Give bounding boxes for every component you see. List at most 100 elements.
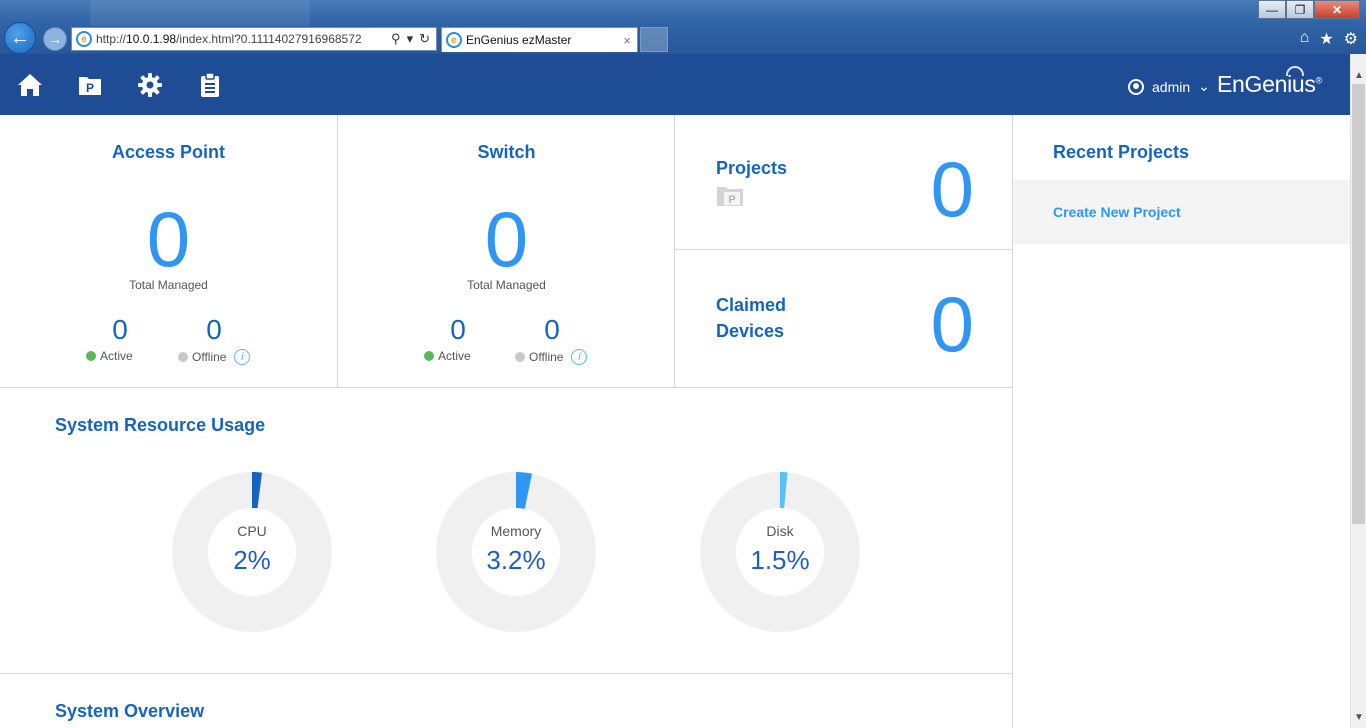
recent-projects-panel: Recent Projects Create New Project bbox=[1013, 115, 1350, 728]
tab-ie-icon: e bbox=[446, 32, 462, 48]
refresh-icon[interactable]: ↻ bbox=[419, 31, 430, 46]
app-header: P admin ⌄ EnGenius® bbox=[0, 54, 1350, 115]
projects-icon[interactable]: P bbox=[77, 72, 103, 98]
system-resource-title: System Resource Usage bbox=[55, 415, 266, 435]
switch-offline-legend: Offline i bbox=[515, 349, 588, 365]
memory-donut: Memory 3.2% bbox=[434, 470, 598, 634]
scroll-up-icon[interactable]: ▲ bbox=[1354, 70, 1364, 81]
browser-home-icon[interactable]: ⌂ bbox=[1299, 29, 1310, 46]
donut-fill bbox=[172, 472, 332, 632]
brand-mark: ® bbox=[1315, 75, 1323, 86]
disk-donut: Disk 1.5% bbox=[698, 470, 862, 634]
search-icon[interactable]: ⚲ bbox=[391, 31, 401, 46]
switch-title: Switch bbox=[477, 142, 536, 162]
access-point-active-legend: Active bbox=[86, 349, 133, 363]
claimed-title-line2: Devices bbox=[716, 321, 785, 341]
active-label: Active bbox=[100, 349, 133, 363]
active-dot-icon bbox=[86, 351, 96, 361]
claimed-devices-card[interactable]: Claimed Devices 0 bbox=[675, 250, 1012, 387]
browser-chrome: ← → e http://10.0.1.98/index.html?0.1111… bbox=[0, 0, 1366, 54]
divider bbox=[0, 387, 1012, 388]
memory-donut-chart bbox=[436, 472, 596, 632]
dropdown-icon[interactable]: ▾ bbox=[406, 31, 414, 46]
scroll-down-icon[interactable]: ▼ bbox=[1354, 712, 1364, 723]
disk-label: Disk bbox=[766, 523, 794, 539]
close-window-icon[interactable]: ✕ bbox=[1314, 0, 1360, 19]
info-icon[interactable]: i bbox=[234, 349, 251, 365]
offline-dot-icon bbox=[178, 352, 188, 362]
user-name: admin bbox=[1152, 78, 1191, 95]
divider bbox=[675, 249, 1012, 250]
switch-active-count: 0 bbox=[450, 314, 466, 345]
claimed-devices-count: 0 bbox=[930, 280, 974, 368]
user-menu[interactable]: admin ⌄ bbox=[1128, 78, 1210, 95]
access-point-card: Access Point 0 Total Managed 0 0 Active … bbox=[0, 115, 337, 387]
access-point-active-count: 0 bbox=[112, 314, 128, 345]
page-scrollbar[interactable]: ▲ ▼ bbox=[1350, 54, 1366, 728]
browser-tools: ⌂ ★ ⚙ bbox=[1300, 29, 1358, 49]
switch-total-label: Total Managed bbox=[467, 278, 546, 292]
minimize-icon[interactable]: — bbox=[1258, 0, 1286, 19]
back-icon[interactable]: ← bbox=[4, 22, 36, 54]
wifi-logo-icon bbox=[1286, 66, 1304, 76]
access-point-offline-legend: Offline i bbox=[178, 349, 251, 365]
donut-fill bbox=[436, 472, 596, 632]
switch-total: 0 bbox=[484, 195, 529, 283]
scrollbar-thumb[interactable] bbox=[1352, 84, 1365, 524]
user-icon bbox=[1128, 78, 1144, 95]
disk-value: 1.5% bbox=[750, 545, 810, 575]
divider bbox=[674, 115, 675, 387]
projects-folder-icon: P bbox=[716, 185, 744, 212]
switch-active-legend: Active bbox=[424, 349, 471, 363]
recent-projects-title: Recent Projects bbox=[1053, 142, 1190, 162]
offline-label: Offline bbox=[192, 350, 227, 364]
browser-gear-icon[interactable]: ⚙ bbox=[1343, 31, 1358, 48]
clipboard-icon[interactable] bbox=[197, 72, 223, 98]
donut-fill bbox=[700, 472, 860, 632]
star-icon[interactable]: ★ bbox=[1319, 31, 1334, 48]
url-host: 10.0.1.98 bbox=[126, 32, 177, 46]
claimed-title-line1: Claimed bbox=[716, 295, 787, 315]
home-icon[interactable] bbox=[17, 72, 43, 98]
tab-title: EnGenius ezMaster bbox=[466, 33, 572, 47]
maximize-icon[interactable]: ❐ bbox=[1286, 0, 1314, 19]
active-dot-icon bbox=[424, 351, 434, 361]
chrome-background bbox=[90, 0, 310, 26]
tab-close-icon[interactable]: × bbox=[623, 32, 631, 48]
new-tab-button[interactable] bbox=[640, 27, 668, 52]
browser-tab[interactable]: e EnGenius ezMaster × bbox=[441, 27, 638, 52]
url-prefix: http:// bbox=[96, 32, 127, 46]
cpu-value: 2% bbox=[233, 545, 271, 575]
svg-text:P: P bbox=[86, 81, 94, 95]
projects-folder-letter: P bbox=[728, 194, 735, 206]
divider bbox=[337, 115, 338, 387]
cpu-donut-chart bbox=[172, 472, 332, 632]
address-url[interactable]: http://10.0.1.98/index.html?0.1111402791… bbox=[96, 32, 386, 46]
create-new-project-link[interactable]: Create New Project bbox=[1013, 180, 1350, 244]
offline-label: Offline bbox=[529, 350, 564, 364]
access-point-total-label: Total Managed bbox=[129, 278, 208, 292]
memory-label: Memory bbox=[490, 523, 542, 539]
system-overview-title: System Overview bbox=[55, 701, 205, 721]
switch-offline-count: 0 bbox=[544, 314, 560, 345]
brand-name: EnGenius bbox=[1217, 71, 1316, 97]
offline-dot-icon bbox=[515, 352, 525, 362]
switch-card: Switch 0 Total Managed 0 0 Active Offlin… bbox=[338, 115, 675, 387]
disk-donut-chart bbox=[700, 472, 860, 632]
brand-logo: EnGenius® bbox=[1217, 71, 1322, 98]
info-icon[interactable]: i bbox=[571, 349, 588, 365]
ie-logo-icon: e bbox=[76, 31, 92, 47]
chevron-down-icon: ⌄ bbox=[1198, 78, 1210, 94]
active-label: Active bbox=[438, 349, 471, 363]
gear-icon[interactable] bbox=[137, 72, 163, 98]
projects-count: 0 bbox=[930, 145, 974, 233]
window-controls: — ❐ ✕ bbox=[1258, 0, 1360, 19]
forward-icon[interactable]: → bbox=[43, 27, 67, 51]
claimed-devices-title: Claimed Devices bbox=[716, 292, 786, 344]
access-point-offline-count: 0 bbox=[206, 314, 222, 345]
access-point-total: 0 bbox=[146, 195, 191, 283]
cpu-donut: CPU 2% bbox=[170, 470, 334, 634]
projects-card[interactable]: Projects P 0 bbox=[675, 115, 1012, 249]
address-bar[interactable]: e http://10.0.1.98/index.html?0.11114027… bbox=[71, 27, 437, 51]
memory-value: 3.2% bbox=[486, 545, 546, 575]
